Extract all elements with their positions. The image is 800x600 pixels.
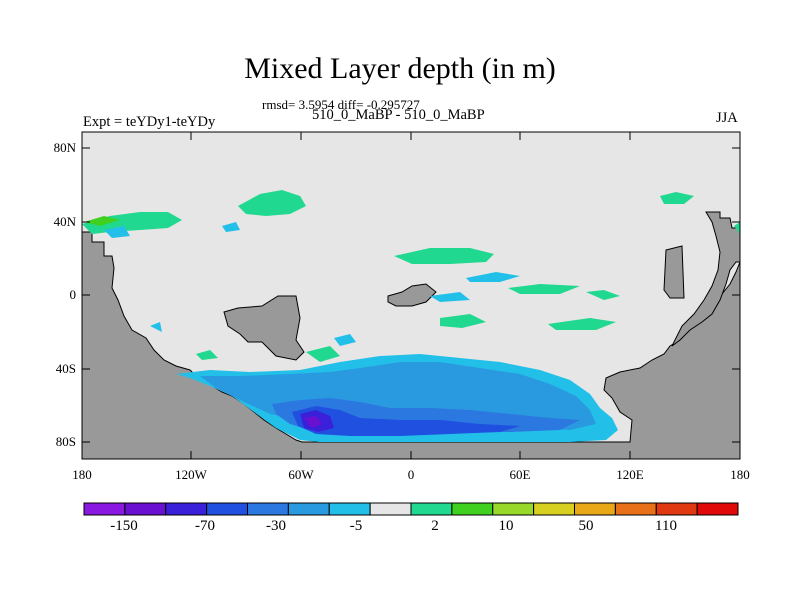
colorbar-swatch xyxy=(83,502,126,516)
lon-tick-label: 180 xyxy=(730,467,750,482)
colorbar-swatch xyxy=(696,502,739,516)
colorbar-swatch xyxy=(533,502,576,516)
lat-tick-label: 80S xyxy=(55,434,76,449)
colorbar-swatch xyxy=(655,502,698,516)
lat-tick-label: 80N xyxy=(53,140,76,155)
colorbar-label: -5 xyxy=(349,518,363,534)
stats-line: rmsd= 3.5954 diff= -0.295727 xyxy=(262,97,420,112)
colorbar-swatch xyxy=(124,502,167,516)
colorbar-label: -30 xyxy=(266,518,286,534)
colorbar-swatch xyxy=(328,502,371,516)
experiment-label: Expt = teYDy1-teYDy xyxy=(83,114,216,130)
colorbar-swatch xyxy=(287,502,330,516)
land-central-north xyxy=(387,283,437,307)
colorbar-swatch xyxy=(451,502,494,516)
axis-ticks xyxy=(82,132,740,459)
colorbar-swatch xyxy=(206,502,249,516)
colorbar-swatch xyxy=(165,502,208,516)
colorbar-label: -150 xyxy=(110,518,138,534)
colorbar xyxy=(83,502,739,516)
lon-tick-label: 0 xyxy=(407,467,415,482)
colorbar-swatch xyxy=(492,502,535,516)
colorbar-swatch xyxy=(574,502,616,516)
land-asia xyxy=(671,211,741,347)
map-subtitle: 510_0_MaBP - 510_0_MaBP xyxy=(312,107,485,123)
lon-tick-label: 180 xyxy=(72,467,92,482)
land-central-continent xyxy=(223,295,305,361)
lat-tick-label: 0 xyxy=(69,287,77,302)
map-title: Mixed Layer depth (in m) xyxy=(244,52,556,85)
lon-tick-label: 60E xyxy=(509,467,531,482)
colorbar-label: 10 xyxy=(498,518,514,534)
lat-tick-label: 40S xyxy=(55,361,76,376)
negative-anomaly-patches xyxy=(104,222,618,442)
colorbar-label: 110 xyxy=(655,518,677,534)
colorbar-label: 2 xyxy=(431,518,439,534)
colorbar-swatch xyxy=(247,502,289,516)
colorbar-swatch xyxy=(410,502,453,516)
season-label: JJA xyxy=(716,110,738,126)
colorbar-label: -70 xyxy=(195,518,215,534)
lon-tick-label: 120W xyxy=(175,467,207,482)
colorbar-swatch xyxy=(614,502,657,516)
lat-tick-label: 40N xyxy=(53,214,76,229)
lon-tick-label: 60W xyxy=(288,467,314,482)
colorbar-swatch xyxy=(369,502,412,516)
land-island-east xyxy=(663,245,685,299)
colorbar-label: 50 xyxy=(578,518,594,534)
lon-tick-label: 120E xyxy=(616,467,644,482)
